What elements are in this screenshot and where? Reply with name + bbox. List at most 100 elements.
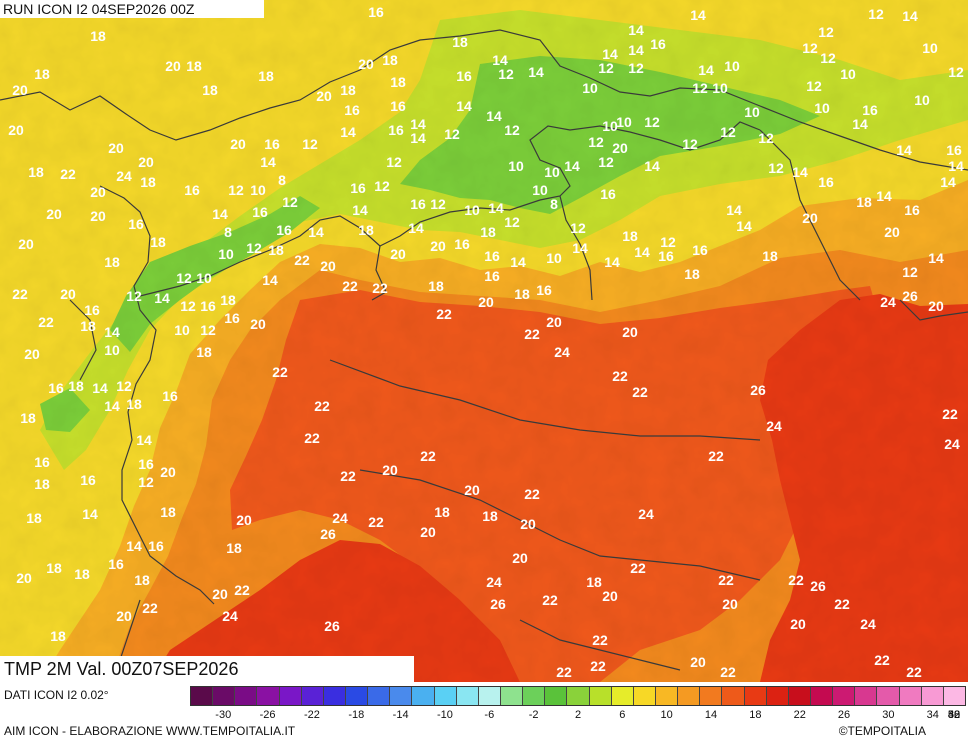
temperature-value-label: 22	[942, 406, 958, 422]
temperature-value-label: 16	[484, 268, 500, 284]
temperature-value-label: 12	[430, 196, 446, 212]
temperature-value-label: 24	[638, 506, 654, 522]
temperature-value-label: 22	[788, 572, 804, 588]
temperature-value-label: 16	[388, 122, 404, 138]
temperature-value-label: 22	[342, 278, 358, 294]
temperature-value-label: 22	[38, 314, 54, 330]
temperature-value-label: 24	[766, 418, 782, 434]
temperature-value-label: 14	[410, 130, 426, 146]
temperature-value-label: 14	[212, 206, 228, 222]
temperature-value-label: 20	[622, 324, 638, 340]
temperature-value-label: 14	[628, 22, 644, 38]
temperature-value-label: 10	[174, 322, 190, 338]
temperature-value-label: 10	[914, 92, 930, 108]
temperature-value-label: 14	[136, 432, 152, 448]
legend-swatch	[700, 687, 723, 705]
temperature-value-label: 16	[456, 68, 472, 84]
temperature-value-label: 12	[200, 322, 216, 338]
temperature-value-label: 18	[452, 34, 468, 50]
legend-swatch	[788, 687, 811, 705]
temperature-value-label: 20	[116, 608, 132, 624]
temperature-value-label: 14	[602, 46, 618, 62]
temperature-value-label: 20	[46, 206, 62, 222]
temperature-value-label: 20	[165, 58, 181, 74]
temperature-value-label: 18	[150, 234, 166, 250]
legend-tick-label: 2	[574, 709, 582, 721]
legend-tick-label: -18	[348, 709, 365, 721]
temperature-value-label: 22	[12, 286, 28, 302]
temperature-value-label: 20	[236, 512, 252, 528]
temperature-value-label: 16	[200, 298, 216, 314]
temperature-value-label: 14	[928, 250, 944, 266]
temperature-value-label: 26	[810, 578, 826, 594]
temperature-value-label: 12	[570, 220, 586, 236]
temperature-value-label: 16	[252, 204, 268, 220]
temperature-value-label: 12	[498, 66, 514, 82]
temperature-value-label: 22	[708, 448, 724, 464]
temperature-value-label: 12	[282, 194, 298, 210]
temperature-value-label: 16	[368, 4, 384, 20]
temperature-value-label: 14	[726, 202, 742, 218]
temperature-value-label: 20	[24, 346, 40, 362]
temperature-value-label: 20	[250, 316, 266, 332]
temperature-value-label: 16	[904, 202, 920, 218]
temperature-value-label: 26	[902, 288, 918, 304]
temperature-value-label: 22	[234, 582, 250, 598]
temperature-value-label: 24	[486, 574, 502, 590]
temperature-value-label: 12	[806, 78, 822, 94]
run-info-text: RUN ICON I2 04SEP2026 00Z	[3, 1, 195, 17]
validity-text: TMP 2M Val. 00Z07SEP2026	[4, 659, 239, 679]
legend-swatch	[943, 687, 965, 705]
temperature-value-label: 20	[512, 550, 528, 566]
legend-tick-label: -22	[303, 709, 320, 721]
temperature-value-label: 18	[202, 82, 218, 98]
temperature-value-label: 12	[868, 6, 884, 22]
temperature-value-label: 16	[128, 216, 144, 232]
temperature-value-label: 8	[550, 196, 558, 212]
temperature-value-label: 20	[90, 208, 106, 224]
temperature-value-label: 12	[302, 136, 318, 152]
legend-swatch	[877, 687, 900, 705]
temperature-value-label: 24	[860, 616, 876, 632]
temperature-value-label: 8	[224, 224, 232, 240]
temperature-value-label: 10	[250, 182, 266, 198]
temperature-value-label: 22	[368, 514, 384, 530]
temperature-value-label: 14	[154, 290, 170, 306]
temperature-value-label: 18	[358, 222, 374, 238]
temperature-value-label: 10	[546, 250, 562, 266]
temperature-value-label: 24	[116, 168, 132, 184]
temperature-value-label: 18	[186, 58, 202, 74]
legend-swatch	[633, 687, 656, 705]
temperature-value-label: 12	[138, 474, 154, 490]
temperature-value-label: 14	[644, 158, 660, 174]
temperature-value-label: 18	[34, 476, 50, 492]
temperature-value-label: 18	[80, 318, 96, 334]
temperature-map: 16 14 12 14 18 14 16 12 18 18 20 18 20 18 16 14 12 14 14 14…	[0, 0, 968, 682]
temperature-value-label: 16	[184, 182, 200, 198]
temperature-value-label: 22	[314, 398, 330, 414]
temperature-value-label: 20	[546, 314, 562, 330]
legend-swatch	[500, 687, 524, 705]
temperature-value-label: 12	[126, 288, 142, 304]
legend-tick-label: 30	[882, 709, 895, 721]
temperature-value-label: 16	[658, 248, 674, 264]
temperature-value-label: 22	[272, 364, 288, 380]
temperature-value-label: 12	[820, 50, 836, 66]
temperature-value-label: 18	[196, 344, 212, 360]
temperature-value-label: 12	[818, 24, 834, 40]
temperature-value-label: 14	[352, 202, 368, 218]
temperature-value-label: 18	[684, 266, 700, 282]
temperature-value-label: 24	[554, 344, 570, 360]
temperature-value-label: 18	[480, 224, 496, 240]
temperature-value-label: 12	[644, 114, 660, 130]
temperature-value-label: 12	[682, 136, 698, 152]
temperature-value-label: 24	[332, 510, 348, 526]
temperature-value-label: 12	[228, 182, 244, 198]
temperature-value-label: 16	[862, 102, 878, 118]
temperature-value-label: 20	[16, 570, 32, 586]
temperature-value-label: 12	[598, 154, 614, 170]
legend-swatch	[191, 687, 214, 705]
temperature-value-label: 18	[140, 174, 156, 190]
temperature-value-label: 14	[528, 64, 544, 80]
